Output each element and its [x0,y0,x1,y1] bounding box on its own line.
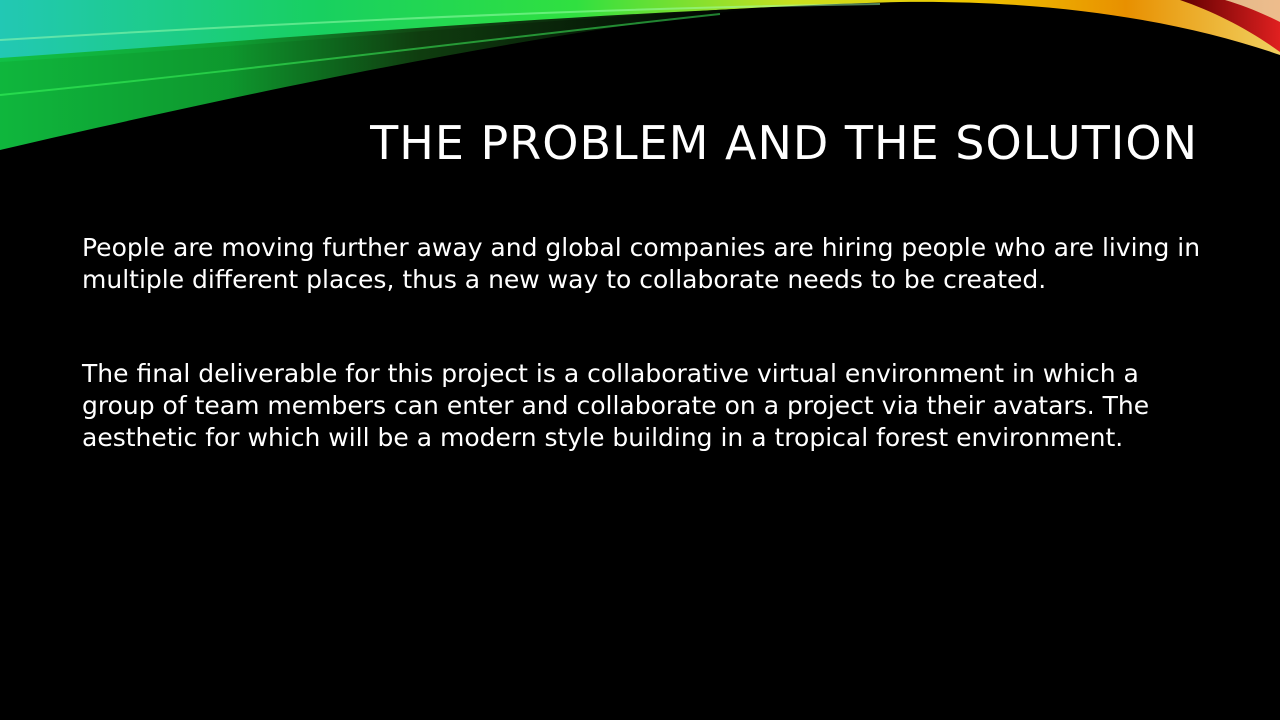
slide-title: THE PROBLEM AND THE SOLUTION [370,116,1198,170]
decorative-swoosh-graphic [0,0,1280,150]
solution-paragraph: The final deliverable for this project i… [82,359,1150,452]
slide-body: People are moving further away and globa… [82,232,1202,454]
problem-paragraph: People are moving further away and globa… [82,233,1201,294]
